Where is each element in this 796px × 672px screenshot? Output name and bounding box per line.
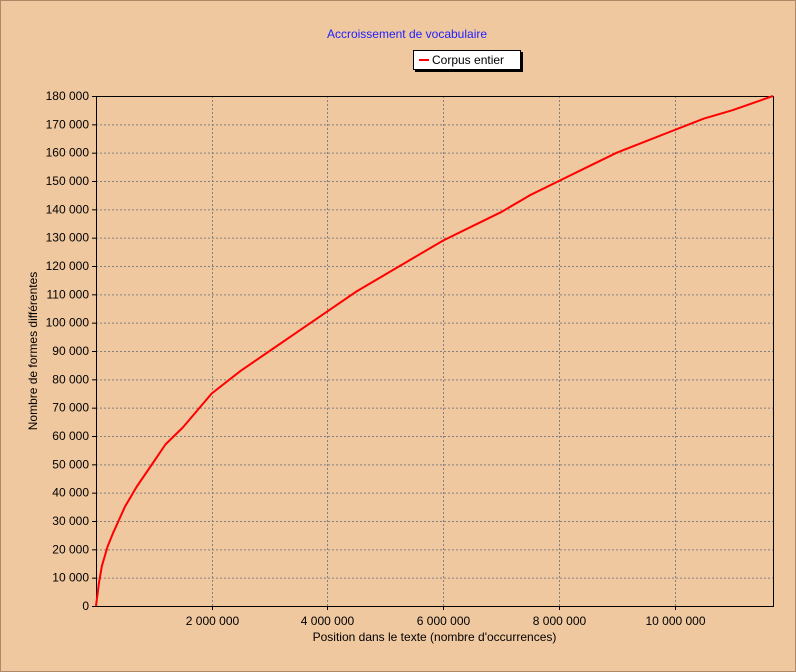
x-tick-label: 4 000 000 bbox=[301, 614, 355, 628]
y-tick-label: 70 000 bbox=[52, 401, 89, 415]
y-tick-label: 170 000 bbox=[46, 117, 90, 131]
y-tick-label: 150 000 bbox=[46, 174, 90, 188]
y-tick-label: 110 000 bbox=[47, 287, 90, 301]
chart-title: Accroissement de vocabulaire bbox=[326, 27, 488, 41]
y-tick-label: 120 000 bbox=[46, 259, 90, 273]
x-axis-label: Position dans le texte (nombre d'occurre… bbox=[313, 630, 557, 644]
y-tick-label: 20 000 bbox=[52, 542, 89, 556]
y-tick-label: 140 000 bbox=[46, 202, 90, 216]
y-tick-label: 160 000 bbox=[46, 146, 90, 160]
y-tick-label: 130 000 bbox=[46, 231, 90, 245]
y-axis-label: Nombre de formes différentes bbox=[26, 272, 40, 431]
legend-swatch-corpus-entier bbox=[419, 59, 429, 61]
series-line-corpus-entier bbox=[95, 95, 774, 607]
y-tick-label: 90 000 bbox=[52, 344, 89, 358]
legend-label-corpus-entier: Corpus entier bbox=[432, 53, 505, 67]
x-tick-label: 2 000 000 bbox=[186, 614, 240, 628]
y-tick-label: 180 000 bbox=[46, 89, 90, 103]
x-tick-label: 6 000 000 bbox=[417, 614, 471, 628]
x-tick-label: 8 000 000 bbox=[533, 614, 587, 628]
y-tick-label: 0 bbox=[82, 599, 89, 613]
chart-legend: Corpus entier bbox=[413, 50, 521, 70]
y-tick-label: 80 000 bbox=[52, 372, 89, 386]
x-tick-label: 10 000 000 bbox=[645, 614, 705, 628]
y-tick-label: 40 000 bbox=[52, 486, 89, 500]
y-tick-label: 50 000 bbox=[52, 457, 89, 471]
y-tick-label: 30 000 bbox=[52, 514, 89, 528]
y-tick-label: 60 000 bbox=[52, 429, 89, 443]
plot-border bbox=[96, 96, 774, 607]
axes: 0 10 000 20 000 30 000 40 000 50 000 60 000 70 … bbox=[46, 89, 774, 628]
series-layer bbox=[95, 95, 774, 607]
y-tick-label: 100 000 bbox=[46, 316, 90, 330]
y-tick-label: 10 000 bbox=[52, 571, 89, 585]
